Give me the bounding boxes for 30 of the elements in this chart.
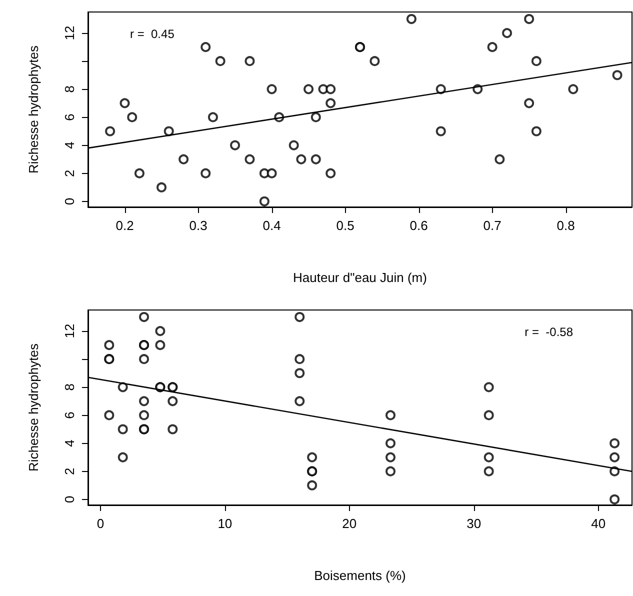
y-tick-label: 0: [62, 496, 77, 504]
x-tick-label: 20: [342, 516, 357, 531]
annotation: r = 0.45: [130, 27, 175, 41]
y-tick-label: 2: [62, 170, 77, 177]
x-tick-label: 0.5: [336, 218, 354, 233]
annotation: r = -0.58: [524, 325, 574, 339]
y-axis-title: Richesse hydrophytes: [26, 343, 41, 472]
x-tick-label: 0.8: [556, 218, 575, 233]
x-tick-label: 0.3: [189, 218, 208, 233]
x-axis-title: Boisements (%): [314, 568, 406, 583]
y-tick-label: 12: [62, 324, 77, 338]
y-tick-label: 12: [62, 26, 77, 40]
y-tick-label: 4: [62, 440, 77, 447]
x-tick-label: 0.4: [262, 218, 281, 233]
x-tick-label: 0.7: [483, 218, 502, 233]
x-tick-label: 0.6: [410, 218, 428, 233]
x-tick-label: 0: [96, 516, 104, 531]
y-tick-label: 8: [62, 86, 77, 93]
x-tick-label: 40: [591, 516, 606, 531]
y-tick-label: 2: [62, 468, 77, 475]
x-tick-label: 10: [218, 516, 232, 531]
y-tick-label: 6: [62, 412, 77, 419]
x-axis-title: Hauteur d"eau Juin (m): [293, 270, 427, 285]
x-tick-label: 30: [466, 516, 482, 531]
y-tick-label: 4: [62, 142, 77, 149]
y-tick-label: 0: [62, 198, 77, 206]
y-tick-label: 6: [62, 114, 77, 121]
y-axis-title: Richesse hydrophytes: [26, 45, 41, 174]
x-tick-label: 0.2: [116, 218, 134, 233]
y-tick-label: 8: [62, 384, 77, 391]
